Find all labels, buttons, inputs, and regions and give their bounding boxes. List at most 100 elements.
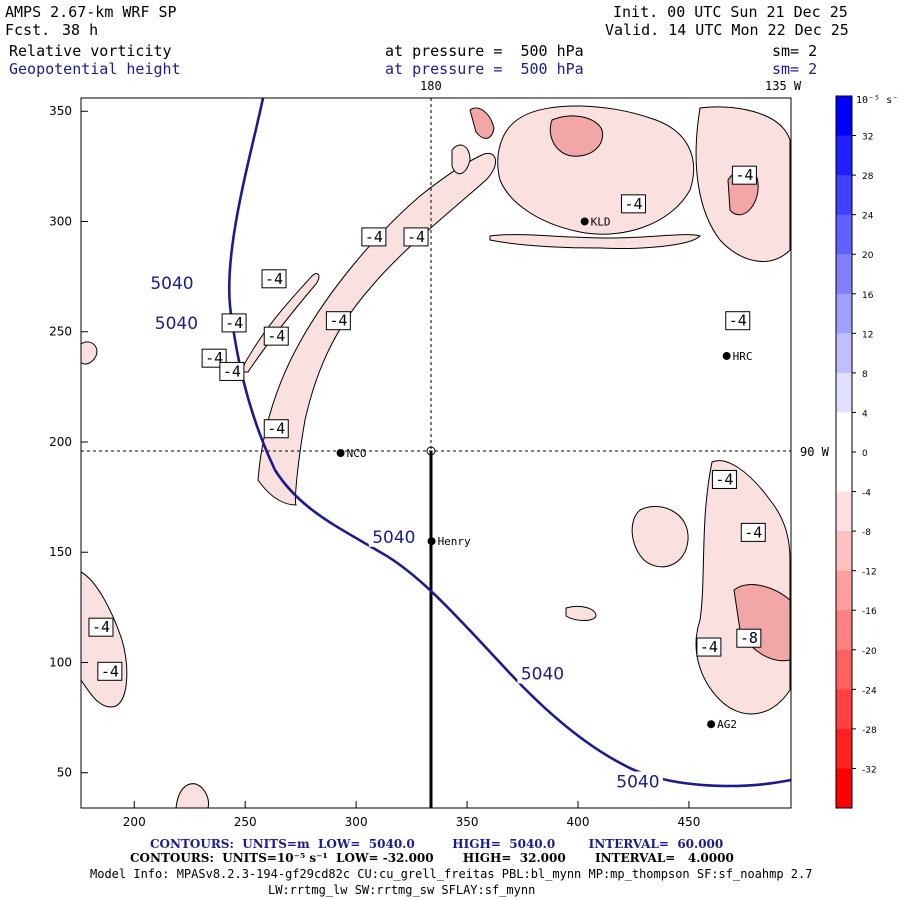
x-tick-label: 300 — [345, 815, 368, 829]
field-1-name: Relative vorticity — [9, 42, 172, 60]
colorbar-segment — [836, 254, 852, 295]
vorticity-label: -4 — [92, 618, 110, 636]
y-tick-label: 150 — [49, 545, 72, 559]
vorticity-band-main — [257, 152, 496, 506]
vorticity-label-box — [263, 419, 289, 439]
vorticity-label-box — [219, 361, 245, 381]
colorbar-level-label: -24 — [862, 686, 877, 696]
y-tick-label: 200 — [49, 435, 72, 449]
y-tick-label: 350 — [49, 104, 72, 118]
station-label: AG2 — [717, 718, 737, 731]
field-1-smoothing: sm= 2 — [772, 42, 818, 60]
colorbar-level-label: 4 — [862, 409, 868, 419]
station-dot — [580, 217, 589, 226]
footer-model-info: Model Info: MPASv8.2.3-194-gf29cd82c CU:… — [90, 867, 813, 881]
station-dot — [427, 537, 436, 546]
vorticity-label: -4 — [407, 228, 425, 246]
vorticity-label: -4 — [365, 228, 383, 246]
height-label-bg — [517, 663, 568, 684]
colorbar-segment — [836, 412, 852, 453]
colorbar-level-label: 28 — [862, 172, 874, 182]
colorbar-segment — [836, 293, 852, 334]
vorticity-label-box — [740, 522, 766, 542]
height-label: 5040 — [521, 664, 564, 684]
height-label: 5040 — [155, 314, 198, 334]
colorbar-level-label: 20 — [862, 251, 874, 261]
y-axis: 350 300 250 200 150 100 50 — [49, 104, 88, 780]
colorbar-level-label: 0 — [862, 449, 868, 459]
vorticity-label: -4 — [744, 523, 762, 541]
meridian-90w-label: 90 W — [800, 445, 829, 459]
vorticity-cluster-north — [469, 107, 495, 139]
colorbar-level-label: -32 — [862, 765, 877, 775]
station-label: Henry — [438, 535, 471, 548]
colorbar-segment — [836, 689, 852, 730]
vorticity-labels: -4 -4-4-4-4-4-4-4-4-4-4-4-4-4-4 -8-4-4 — [88, 165, 766, 681]
colorbar-level-label: 32 — [862, 133, 873, 143]
field-2-level: at pressure = 500 hPa — [385, 60, 584, 78]
colorbar-segment — [836, 610, 852, 651]
vorticity-label: -4 — [267, 420, 285, 438]
stations: NCO Henry KLD HRC AG2 — [336, 215, 753, 731]
colorbar-segment — [836, 96, 852, 137]
colorbar-segment — [836, 333, 852, 374]
station-dot — [722, 351, 731, 360]
vorticity-label: -4 — [729, 312, 747, 330]
station-label: NCO — [347, 447, 367, 460]
vorticity-label: -4 — [700, 638, 718, 656]
vorticity-label: -4 — [329, 312, 347, 330]
meridian-180-label: 180 — [420, 79, 442, 93]
colorbar-level-label: 24 — [862, 212, 874, 222]
field-2-name: Geopotential height — [9, 60, 181, 78]
vorticity-strip — [489, 234, 701, 249]
height-label: 5040 — [616, 773, 659, 793]
height-label-bg — [368, 526, 419, 547]
x-axis: 200 250 300 350 400 450 — [123, 801, 700, 829]
height-label-bg — [151, 312, 202, 333]
station-label: KLD — [591, 215, 611, 228]
vorticity-label-box — [325, 311, 351, 331]
colorbar-segment — [836, 531, 852, 572]
vorticity-label-box — [88, 617, 114, 637]
vorticity-label: -8 — [740, 629, 758, 647]
vorticity-label: -4 — [223, 362, 241, 380]
colorbar-segment — [836, 728, 852, 769]
colorbar-level-label: 8 — [862, 370, 868, 380]
field-2-smoothing: sm= 2 — [772, 60, 818, 78]
vorticity-label: -4 — [624, 195, 642, 213]
vorticity-cluster-kld-core — [549, 115, 604, 157]
vorticity-label-box — [97, 661, 123, 681]
colorbar-segment — [836, 372, 852, 413]
x-tick-label: 200 — [123, 815, 146, 829]
station-dot — [336, 449, 345, 457]
height-label: 5040 — [372, 528, 415, 548]
vorticity-label: -4 — [205, 349, 223, 367]
vorticity-label-box — [696, 637, 722, 657]
colorbar-level-label: 12 — [862, 330, 873, 340]
height-label-bg — [146, 273, 197, 294]
colorbar-level-label: -12 — [862, 568, 877, 578]
height-label-bg — [612, 771, 663, 792]
init-time: Init. 00 UTC Sun 21 Dec 25 — [613, 3, 848, 21]
height-labels: 5040 5040 5040 5040 5040 — [146, 273, 663, 793]
vorticity-label: -4 — [267, 327, 285, 345]
station-label: HRC — [733, 350, 753, 363]
vorticity-label-box — [261, 269, 287, 289]
colorbar-segment — [836, 649, 852, 690]
footer-physics-info: LW:rrtmg_lw SW:rrtmg_sw SFLAY:sf_mynn — [268, 883, 536, 897]
vorticity-label-box — [263, 326, 289, 346]
vorticity-blob-small — [565, 605, 597, 621]
height-label: 5040 — [150, 274, 193, 294]
vorticity-cluster-north-2 — [451, 144, 471, 175]
colorbar-level-label: 16 — [862, 291, 874, 301]
field-1-level: at pressure = 500 hPa — [385, 42, 584, 60]
colorbar-level-label: -8 — [862, 528, 871, 538]
x-tick-label: 350 — [456, 815, 479, 829]
vorticity-label-box — [221, 313, 247, 333]
pole-marker — [426, 446, 436, 456]
vorticity-label-box — [736, 628, 762, 648]
footer-height-contours: CONTOURS: UNITS=m LOW= 5040.0 HIGH= 5040… — [150, 837, 724, 851]
vorticity-blob-south — [175, 783, 209, 808]
vorticity-label-box — [731, 165, 757, 185]
